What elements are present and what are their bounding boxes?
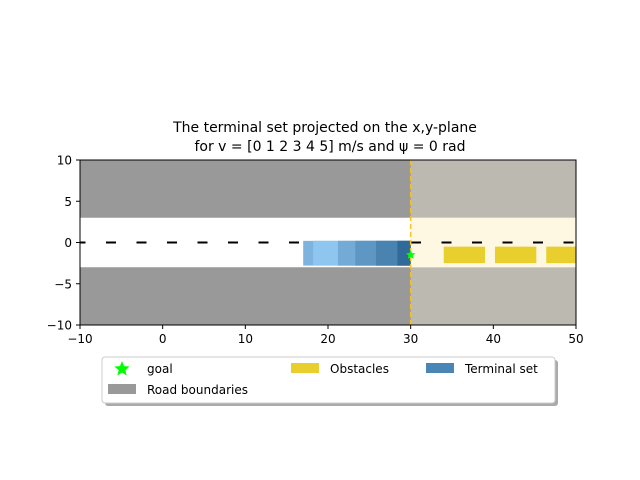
y-tick-label: −5	[54, 277, 72, 291]
x-tick-label: 0	[159, 332, 167, 346]
plot-area	[80, 160, 576, 325]
goal-marker	[405, 249, 416, 259]
x-tick-label: 10	[238, 332, 253, 346]
legend-label: Obstacles	[330, 362, 389, 376]
legend-label: goal	[147, 362, 173, 376]
obstacle-1	[443, 246, 486, 264]
axes: −10 0 10 20 30 40 50 −10 −5 0 5 10	[47, 154, 584, 347]
y-tick-label: 10	[57, 154, 72, 168]
obstacle-3	[546, 246, 576, 264]
road-boundary-upper	[80, 160, 576, 218]
obstacle-2	[494, 246, 537, 264]
legend-label: Road boundaries	[147, 383, 248, 397]
y-tick-label: 0	[64, 236, 72, 250]
y-tick-label: 5	[64, 195, 72, 209]
chart-title-line-2: for v = [0 1 2 3 4 5] m/s and ψ = 0 rad	[194, 139, 465, 155]
x-tick-label: 50	[568, 332, 583, 346]
legend-swatch-3	[108, 384, 136, 394]
legend-swatch-2	[426, 363, 454, 373]
legend-label: Terminal set	[464, 362, 538, 376]
terminal-set-v5	[397, 240, 411, 266]
x-tick-label: 30	[403, 332, 418, 346]
chart-title-line-1: The terminal set projected on the x,y-pl…	[172, 120, 477, 136]
road-boundary-lower	[80, 267, 576, 325]
legend-swatch-1	[291, 363, 319, 373]
x-tick-label: −10	[67, 332, 92, 346]
legend: goal Obstacles Terminal set Road boundaries	[101, 356, 558, 406]
y-tick-label: −10	[47, 319, 72, 333]
x-tick-label: 20	[320, 332, 335, 346]
chart-title: The terminal set projected on the x,y-pl…	[172, 120, 477, 155]
x-tick-label: 40	[486, 332, 501, 346]
legend-goal-star	[114, 361, 130, 376]
